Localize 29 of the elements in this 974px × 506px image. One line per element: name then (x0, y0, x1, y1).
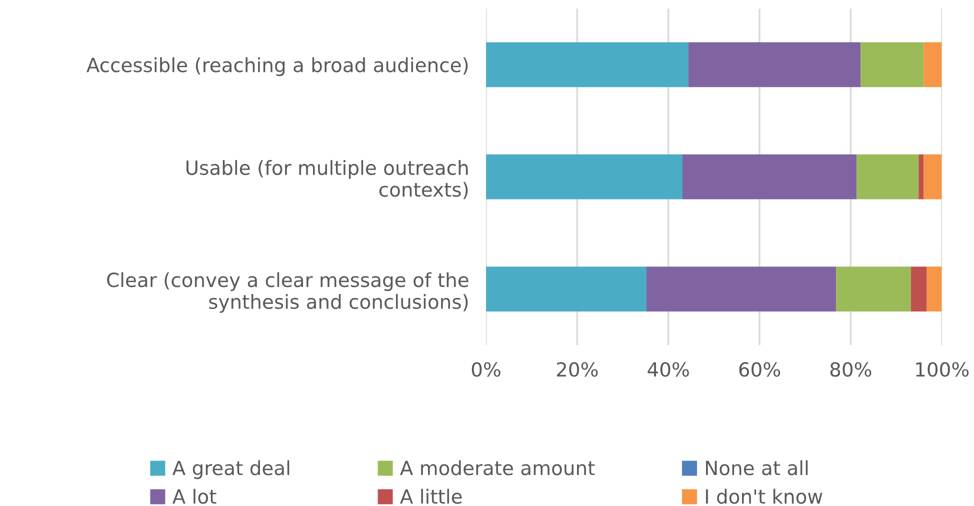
bar (856, 154, 919, 200)
bar (486, 154, 682, 200)
bar (688, 42, 861, 88)
bar (682, 154, 857, 200)
bar (924, 154, 942, 200)
x-tick-label: 60% (739, 362, 780, 377)
y-tick-label: Accessible (reaching a broad audience) (86, 57, 468, 76)
legend-label: A moderate amount (400, 460, 595, 476)
y-tick-label: Usable (for multiple outreach contexts) (186, 160, 468, 200)
bar (836, 266, 911, 312)
x-tick-label: 40% (648, 362, 689, 377)
bar (926, 266, 942, 312)
y-tick-label: Clear (convey a clear message of the synthesis and conclusions) (107, 272, 468, 313)
legend-label: None at all (706, 460, 808, 476)
x-tick-label: 20% (557, 362, 598, 377)
legend-label: I don't know (706, 488, 822, 504)
bar (486, 42, 688, 88)
bar (646, 266, 836, 312)
x-tick-label: 100% (916, 362, 969, 377)
legend-label: A lot (172, 488, 216, 504)
bar (486, 266, 646, 312)
bar (924, 42, 942, 88)
bar (918, 154, 924, 200)
x-tick-label: 80% (830, 362, 872, 377)
bar (910, 266, 927, 312)
legend-label: A great deal (172, 460, 290, 480)
legend-label: A little (400, 488, 462, 504)
bar (860, 42, 924, 88)
x-tick-label: 0% (472, 362, 500, 377)
